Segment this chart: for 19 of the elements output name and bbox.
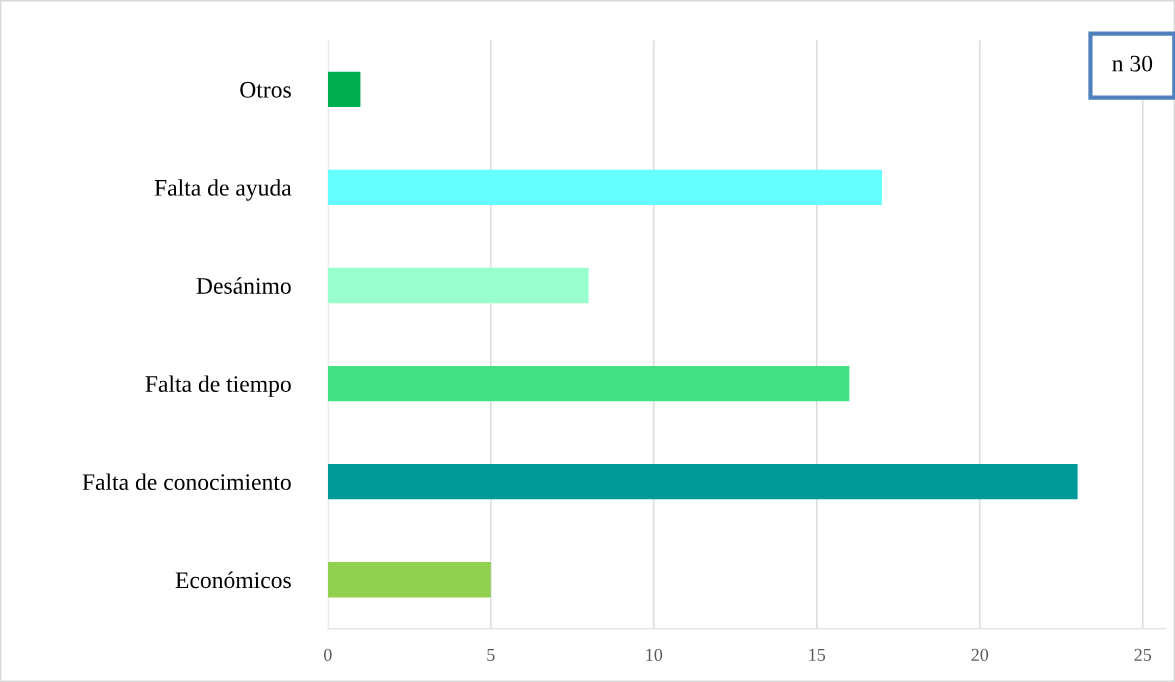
- y-tick-label: Económicos: [175, 571, 291, 589]
- x-tick-label: 20: [971, 648, 989, 661]
- annotation: n 30: [1112, 55, 1153, 72]
- bar: [327, 267, 589, 304]
- y-tick-label: Falta de ayuda: [154, 179, 292, 201]
- bar: [327, 169, 882, 206]
- y-tick-label: Desánimo: [196, 277, 291, 294]
- x-tick-label: 15: [809, 648, 826, 661]
- y-tick-label: Otros: [240, 81, 291, 98]
- bar: [327, 365, 850, 402]
- x-tick-label: 0: [324, 648, 332, 661]
- x-tick-label: 5: [487, 648, 495, 661]
- x-tick-label: 25: [1134, 648, 1152, 661]
- bar: [327, 71, 361, 107]
- x-tick-label: 10: [646, 648, 663, 661]
- y-tick-label: Falta de tiempo: [145, 375, 291, 397]
- bar: [327, 464, 1078, 500]
- bar: [327, 562, 491, 598]
- y-tick-label: Falta de conocimiento: [82, 473, 291, 491]
